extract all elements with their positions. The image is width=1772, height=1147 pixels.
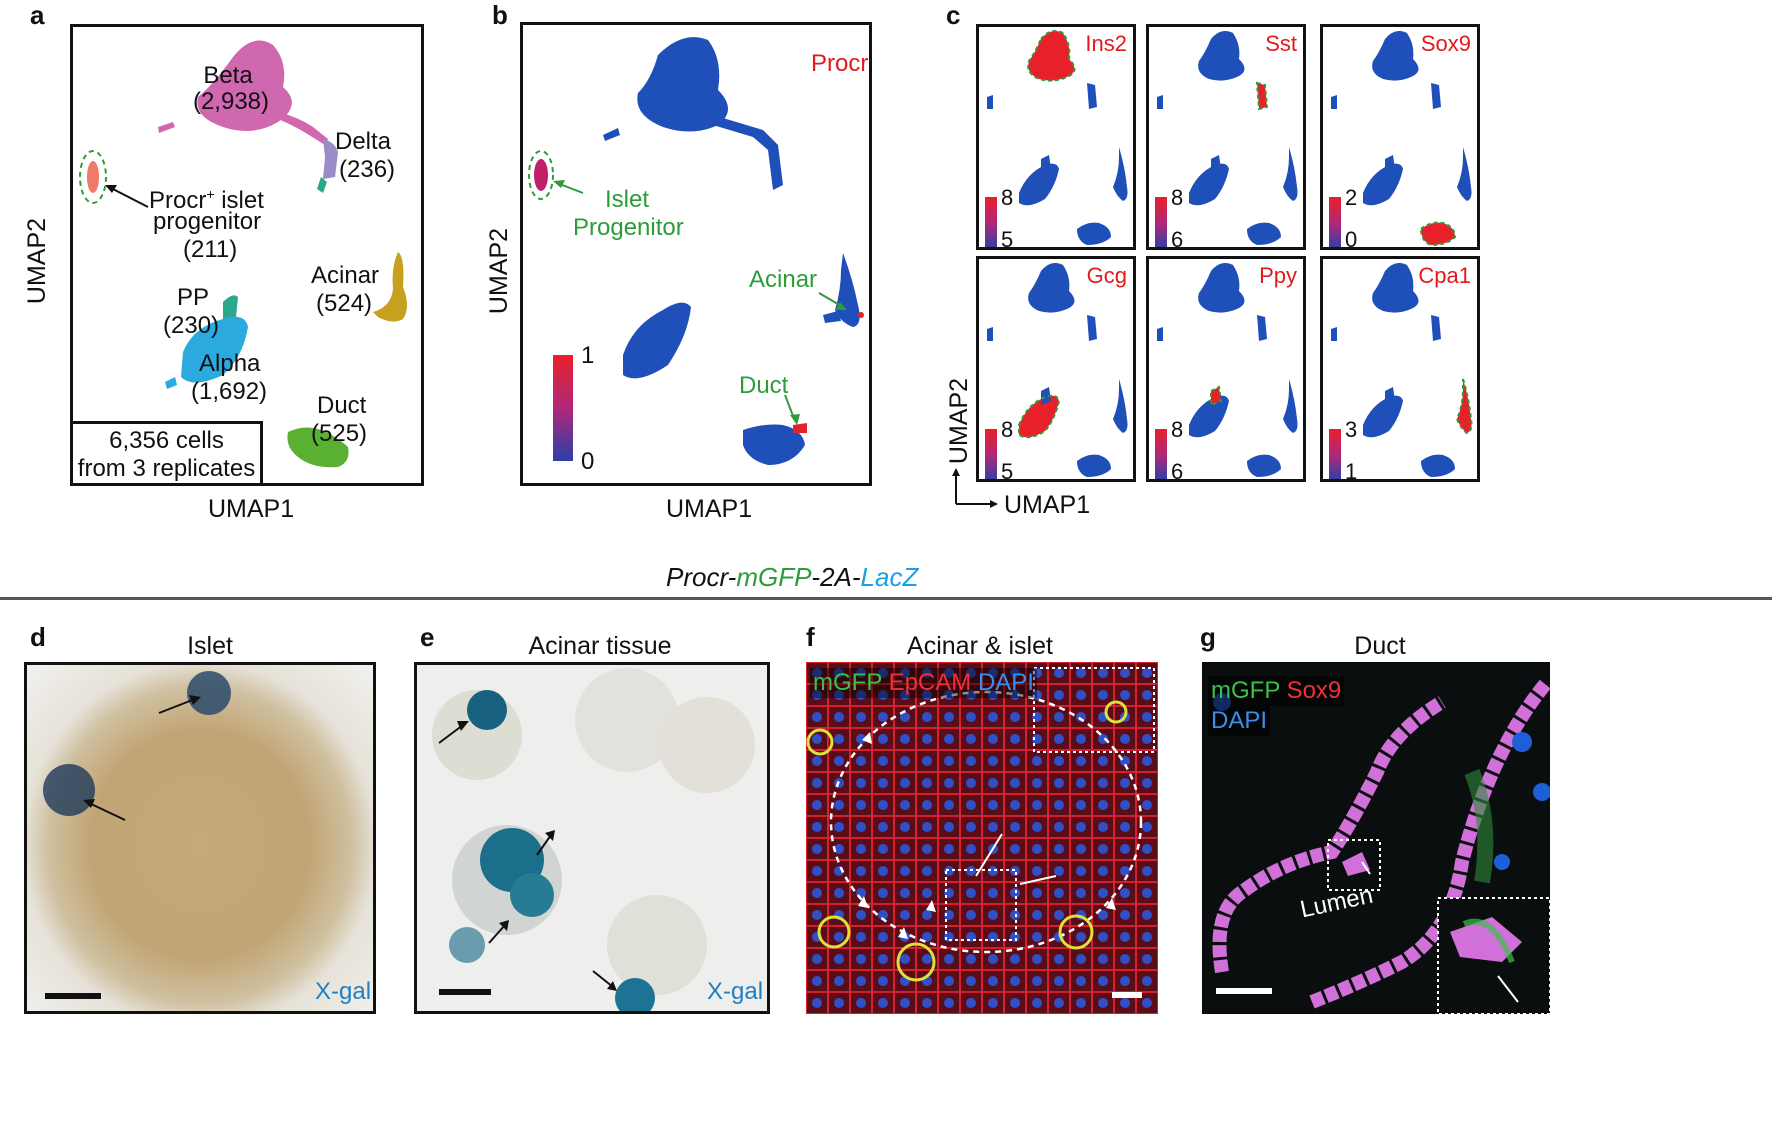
umap1-axis-a: UMAP1 <box>208 495 295 523</box>
umap-panel-a: Beta (2,938) Delta (236) Procr+ islet pr… <box>70 24 424 486</box>
umap1-axis-b: UMAP1 <box>666 495 753 523</box>
umap-c-sox9: Sox9 2 0 <box>1320 24 1480 250</box>
progenitor-label: progenitor <box>153 208 262 235</box>
stain-label-d: X-gal <box>315 978 372 1005</box>
umap-panel-b: Procr Islet Progenitor Acinar Duct 1 0 <box>520 22 872 486</box>
colorbar-max-gcg: 8 <box>1001 417 1014 442</box>
colorbar-c-gcg <box>985 429 997 479</box>
cell-count-line1: 6,356 cells <box>109 427 224 454</box>
panel-label-a: a <box>30 0 45 30</box>
umap-a-scatter <box>79 40 407 468</box>
delta-cluster <box>323 139 338 179</box>
acinar-cluster <box>373 252 407 322</box>
gene-label-ins2: Ins2 <box>1085 31 1127 56</box>
stain-label-e: X-gal <box>707 978 764 1005</box>
umap-b-scatter <box>528 37 864 465</box>
islet-xgal-image: X-gal <box>24 662 376 1014</box>
colorbar-max-ins2: 8 <box>1001 185 1014 210</box>
colorbar-c-sox9 <box>1329 197 1341 247</box>
progenitor-count: (211) <box>183 236 238 263</box>
cell-count-line2: from 3 replicates <box>77 455 256 482</box>
gene-label-ppy: Ppy <box>1259 263 1297 288</box>
acinar-count: (524) <box>316 290 373 317</box>
islet-label-b: Islet <box>605 186 650 213</box>
procr-label: Procr+ islet <box>149 186 264 214</box>
colorbar-min-ppy: 6 <box>1171 459 1184 482</box>
pp-cluster <box>223 295 238 322</box>
alpha-label: Alpha <box>199 350 261 377</box>
gene-label-sox9: Sox9 <box>1420 31 1471 56</box>
panel-label-e: e <box>420 622 435 652</box>
channel-legend-g-line2: DAPI <box>1208 706 1271 736</box>
colorbar-min-gcg: 5 <box>1001 459 1014 482</box>
pp-count: (230) <box>163 312 220 339</box>
panel-label-b: b <box>492 0 508 30</box>
gene-label-sst: Sst <box>1265 31 1297 56</box>
procr-outline <box>79 150 107 204</box>
channel-legend-g-line1: mGFP Sox9 <box>1208 676 1345 706</box>
colorbar-b-max: 1 <box>581 342 595 369</box>
umap2-axis-c: UMAP2 <box>945 377 974 465</box>
duct-if-image: mGFP Sox9 DAPI Lumen <box>1202 662 1550 1014</box>
beta-count: (2,938) <box>192 88 270 115</box>
duct-cluster <box>287 427 349 468</box>
gene-label-gcg: Gcg <box>1086 263 1127 288</box>
umap-c-gcg: Gcg 8 5 <box>976 256 1136 482</box>
title-g: Duct <box>1354 632 1406 660</box>
colorbar-max-sox9: 2 <box>1345 185 1358 210</box>
delta-count: (236) <box>339 156 396 183</box>
acinar-islet-if-image: mGFP EpCAM DAPI <box>806 662 1158 1014</box>
channel-legend-f: mGFP EpCAM DAPI <box>810 668 1037 698</box>
gene-procr-label: Procr <box>811 50 869 77</box>
axis-arrows-c <box>952 468 998 508</box>
colorbar-max-sst: 8 <box>1171 185 1184 210</box>
acinar-xgal-image: X-gal <box>414 662 770 1014</box>
section-divider <box>0 597 1772 600</box>
title-e: Acinar tissue <box>528 632 672 660</box>
colorbar-min-cpa1: 1 <box>1345 459 1358 482</box>
duct-label: Duct <box>317 392 367 419</box>
acinar-label: Acinar <box>311 262 380 289</box>
umap-c-sst: Sst 8 6 <box>1146 24 1306 250</box>
colorbar-max-ppy: 8 <box>1171 417 1184 442</box>
umap-c-cpa1: Cpa1 3 1 <box>1320 256 1480 482</box>
panel-label-d: d <box>30 622 46 652</box>
duct-label-b: Duct <box>739 372 789 399</box>
construct-label: Procr-mGFP-2A-LacZ <box>666 562 919 592</box>
title-f: Acinar & islet <box>907 632 1053 660</box>
umap2-axis-a: UMAP2 <box>23 217 52 305</box>
colorbar-min-sst: 6 <box>1171 227 1184 250</box>
colorbar-min-ins2: 5 <box>1001 227 1014 250</box>
panel-label-g: g <box>1200 622 1216 652</box>
panel-label-f: f <box>806 622 815 652</box>
panel-label-c: c <box>946 0 961 30</box>
colorbar-c-cpa1 <box>1329 429 1341 479</box>
colorbar-b <box>553 355 573 461</box>
duct-count: (525) <box>311 420 368 447</box>
colorbar-min-sox9: 0 <box>1345 227 1358 250</box>
beta-cluster <box>197 40 292 132</box>
colorbar-c-ppy <box>1155 429 1167 479</box>
progenitor-label-b: Progenitor <box>573 214 684 241</box>
title-d: Islet <box>187 632 233 660</box>
umap2-axis-b: UMAP2 <box>485 227 514 315</box>
beta-label: Beta <box>203 62 253 89</box>
alpha-cluster <box>181 316 248 383</box>
umap-c-ins2: Ins2 8 5 <box>976 24 1136 250</box>
cell-count-box: 6,356 cells from 3 replicates <box>73 421 263 483</box>
colorbar-b-min: 0 <box>581 448 595 475</box>
acinar-label-b: Acinar <box>749 266 818 293</box>
colorbar-c-sst <box>1155 197 1167 247</box>
colorbar-c-ins2 <box>985 197 997 247</box>
delta-label: Delta <box>335 128 392 155</box>
procr-cluster <box>87 161 99 193</box>
umap1-axis-c: UMAP1 <box>1004 491 1091 519</box>
colorbar-max-cpa1: 3 <box>1345 417 1358 442</box>
gene-label-cpa1: Cpa1 <box>1418 263 1471 288</box>
pp-label: PP <box>177 284 210 311</box>
umap-c-ppy: Ppy 8 6 <box>1146 256 1306 482</box>
alpha-count: (1,692) <box>191 378 268 405</box>
